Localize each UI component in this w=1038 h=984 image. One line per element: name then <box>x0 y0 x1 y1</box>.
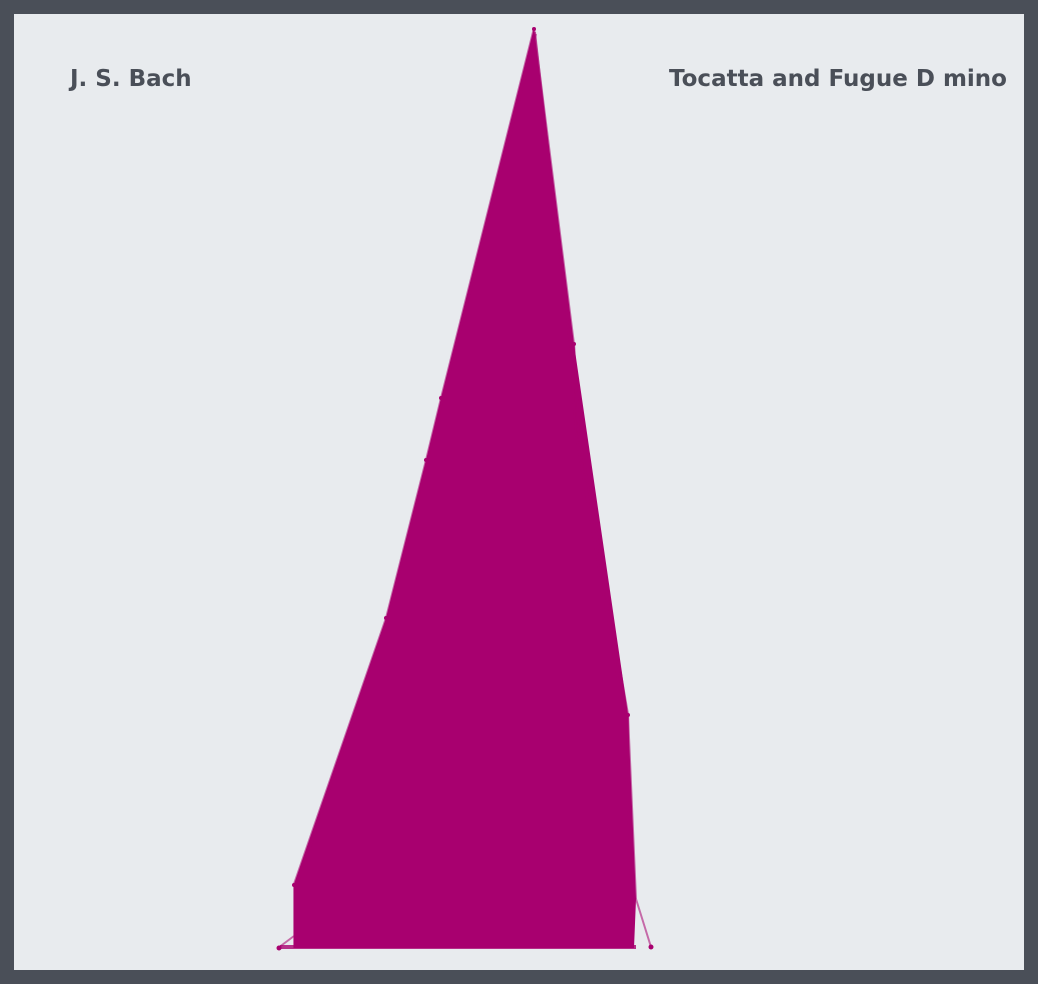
composer-label: J. S. Bach <box>70 66 192 92</box>
poster-canvas: J. S. Bach Tocatta and Fugue D mino <box>14 14 1024 970</box>
baseline-points <box>276 27 654 951</box>
work-title-label: Tocatta and Fugue D mino <box>669 66 1007 92</box>
music-visualization <box>276 27 654 951</box>
spire-fill <box>294 28 636 948</box>
